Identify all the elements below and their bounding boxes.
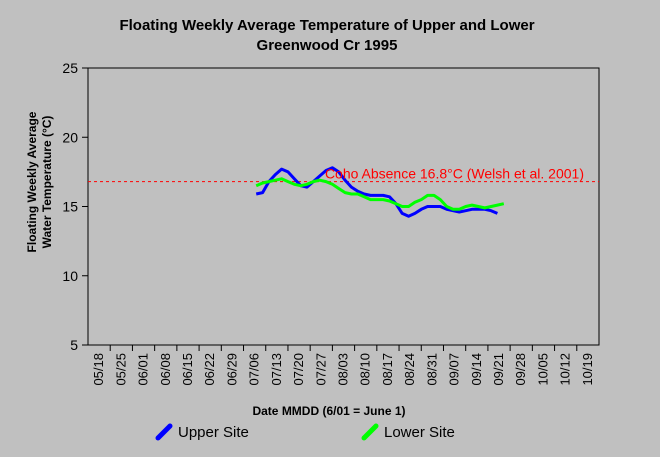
x-tick-label-08/10: 08/10: [358, 353, 373, 386]
x-tick-label-09/21: 09/21: [491, 353, 506, 386]
x-tick-label-07/20: 07/20: [291, 353, 306, 386]
x-tick-label-10/05: 10/05: [535, 353, 550, 386]
x-tick-label-08/03: 08/03: [336, 353, 351, 386]
y-tick-label-15: 15: [62, 199, 78, 215]
x-tick-label-06/08: 06/08: [158, 353, 173, 386]
x-tick-label-07/27: 07/27: [313, 353, 328, 386]
x-tick-label-06/01: 06/01: [136, 353, 151, 386]
chart-title-line-2: Greenwood Cr 1995: [257, 37, 398, 54]
x-tick-label-08/17: 08/17: [380, 353, 395, 386]
legend-label-upper-site: Upper Site: [178, 424, 249, 441]
x-tick-label-09/28: 09/28: [513, 353, 528, 386]
y-tick-label-25: 25: [62, 60, 78, 76]
x-tick-label-08/24: 08/24: [402, 353, 417, 386]
series-line-lower-site: [255, 177, 505, 211]
y-axis-ticks: 5 10 15 20 25: [62, 60, 88, 353]
series-line-upper-site: [255, 166, 498, 218]
x-axis-label: Date MMDD (6/01 = June 1): [252, 404, 405, 418]
threshold-label: Coho Absence 16.8°C (Welsh et al. 2001): [325, 166, 584, 182]
legend-label-lower-site: Lower Site: [384, 424, 455, 441]
legend-swatch-upper-site: [155, 423, 173, 441]
plot-area: [87, 67, 600, 346]
x-tick-label-06/15: 06/15: [180, 353, 195, 386]
series-group: Coho Absence 16.8°C (Welsh et al. 2001): [255, 166, 584, 218]
y-tick-label-5: 5: [70, 337, 78, 353]
y-axis-label-line-1: Floating Weekly Average: [25, 111, 39, 252]
y-axis-label-line-2: Water Temperature (°C): [40, 116, 54, 249]
y-tick-label-10: 10: [62, 268, 78, 284]
x-tick-label-06/22: 06/22: [202, 353, 217, 386]
x-tick-label-09/14: 09/14: [469, 353, 484, 386]
legend-swatch-lower-site: [361, 423, 379, 441]
x-tick-label-07/13: 07/13: [269, 353, 284, 386]
x-tick-label-09/07: 09/07: [447, 353, 462, 386]
x-tick-label-05/25: 05/25: [113, 353, 128, 386]
x-tick-label-08/31: 08/31: [424, 353, 439, 386]
legend: Upper Site Lower Site: [155, 423, 455, 441]
x-axis-ticks: 05/18 05/25 06/01 06/08 06/15 06/22 06/29 07/06…: [91, 345, 595, 386]
x-tick-label-10/12: 10/12: [558, 353, 573, 386]
y-tick-label-20: 20: [62, 129, 78, 145]
x-tick-label-07/06: 07/06: [247, 353, 262, 386]
x-tick-label-05/18: 05/18: [91, 353, 106, 386]
chart-title-line-1: Floating Weekly Average Temperature of U…: [119, 17, 534, 34]
x-tick-label-06/29: 06/29: [224, 353, 239, 386]
x-tick-label-10/19: 10/19: [580, 353, 595, 386]
